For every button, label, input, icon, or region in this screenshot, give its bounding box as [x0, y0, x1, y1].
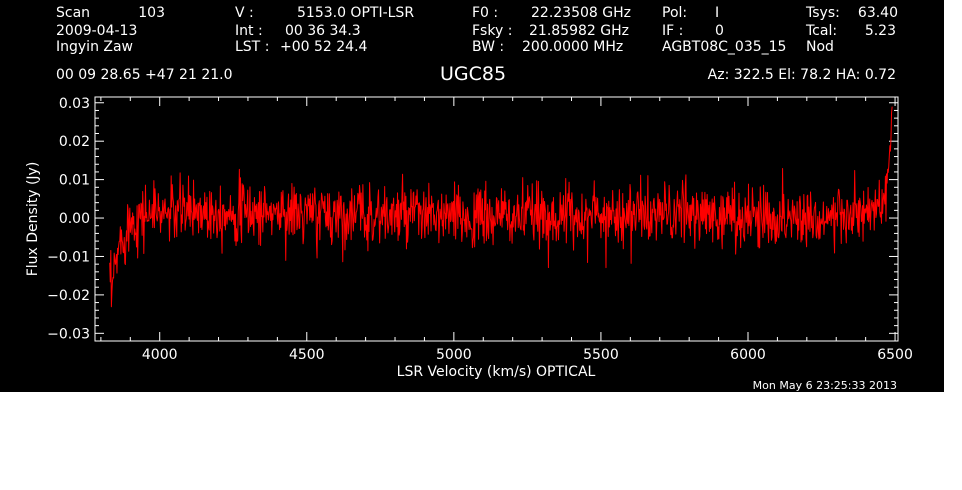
plot-timestamp: Mon May 6 23:25:33 2013: [753, 379, 897, 392]
lst-value: +00 52 24.4: [280, 39, 368, 55]
fsky-label: Fsky :: [472, 23, 512, 39]
y-tick-label: 0.00: [59, 211, 90, 227]
y-axis-title: Flux Density (Jy): [25, 162, 41, 277]
y-tick-label: −0.03: [47, 326, 90, 342]
polarization-label: Pol:: [662, 5, 687, 21]
x-tick-label: 5500: [583, 347, 619, 363]
velocity-value: 5153.0 OPTI-LSR: [297, 5, 414, 21]
bandwidth-value: 200.0000 MHz: [522, 39, 623, 55]
polarization-value: I: [715, 5, 719, 21]
x-tick-label: 6000: [730, 347, 766, 363]
flux-density-series-line: [109, 106, 893, 308]
y-tick-label: 0.01: [59, 173, 90, 189]
y-tick-label: −0.01: [47, 249, 90, 265]
plot-frame: [94, 96, 899, 342]
y-tick-label: 0.02: [59, 134, 90, 150]
integration-value: 00 36 34.3: [285, 23, 361, 39]
fsky-value: 21.85982 GHz: [529, 23, 629, 39]
x-axis-title: LSR Velocity (km/s) OPTICAL: [397, 364, 596, 380]
tcal-label: Tcal:: [805, 23, 837, 39]
observer-name: Ingyin Zaw: [56, 39, 133, 55]
scan-value: 103: [138, 5, 165, 21]
x-tick-label: 4000: [142, 347, 178, 363]
tcal-value: 5.23: [865, 23, 896, 39]
observing-mode: Nod: [806, 39, 834, 55]
series-layer: [109, 106, 893, 308]
y-tick-label: 0.03: [59, 96, 90, 112]
observation-date: 2009-04-13: [56, 23, 137, 39]
az-el-ha-readout: Az: 322.5 El: 78.2 HA: 0.72: [708, 67, 896, 83]
x-tick-label: 5000: [436, 347, 472, 363]
f0-label: F0 :: [472, 5, 498, 21]
y-tick-label: −0.02: [47, 288, 90, 304]
if-label: IF :: [662, 23, 683, 39]
chart-title: UGC85: [440, 63, 506, 85]
velocity-label: V :: [235, 5, 254, 21]
spectrum-plot-panel: Scan 103 2009-04-13 Ingyin Zaw 00 09 28.…: [0, 0, 944, 392]
tsys-label: Tsys:: [805, 5, 840, 21]
scan-label: Scan: [56, 5, 90, 21]
spectrum-plot: Scan 103 2009-04-13 Ingyin Zaw 00 09 28.…: [25, 5, 913, 392]
tsys-value: 63.40: [858, 5, 898, 21]
project-id: AGBT08C_035_15: [662, 39, 786, 55]
bandwidth-label: BW :: [472, 39, 504, 55]
source-coordinates: 00 09 28.65 +47 21 21.0: [56, 67, 233, 83]
x-tick-label: 4500: [289, 347, 325, 363]
lst-label: LST :: [235, 39, 269, 55]
integration-label: Int :: [235, 23, 263, 39]
if-value: 0: [715, 23, 724, 39]
f0-value: 22.23508 GHz: [531, 5, 631, 21]
x-tick-label: 6500: [877, 347, 913, 363]
